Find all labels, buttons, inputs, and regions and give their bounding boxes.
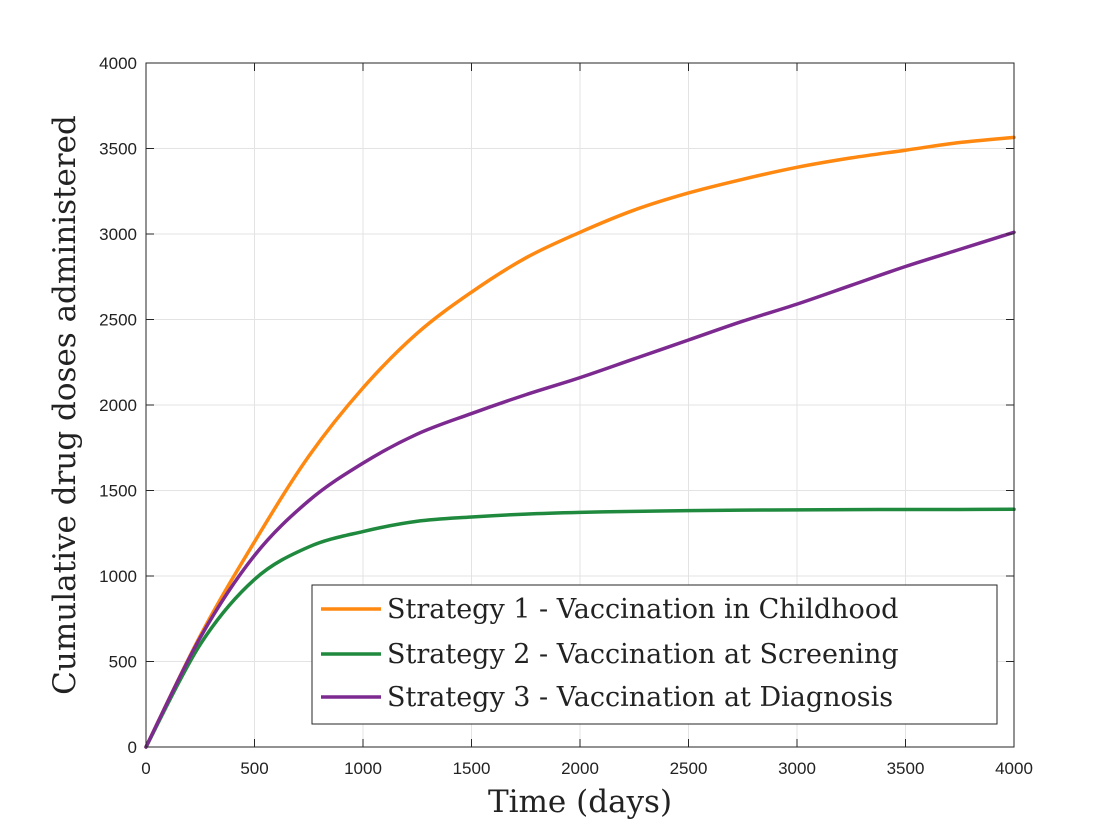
y-tick-label: 3500	[99, 140, 137, 159]
y-axis-title: Cumulative drug doses administered	[47, 115, 83, 695]
x-tick-label: 3000	[778, 759, 816, 778]
x-tick-label: 3500	[887, 759, 925, 778]
y-tick-label: 4000	[99, 54, 137, 73]
axis-ticks	[145, 62, 1015, 748]
series-lines	[144, 135, 1016, 749]
y-tick-label: 2500	[99, 311, 137, 330]
y-tick-label: 0	[128, 738, 137, 757]
series-line-strategy-2	[144, 507, 1016, 749]
series-line-strategy-1	[144, 135, 1016, 749]
legend-box	[311, 584, 998, 725]
x-tick-label: 0	[141, 759, 150, 778]
x-tick-label: 2500	[670, 759, 708, 778]
x-tick-label: 500	[240, 759, 268, 778]
y-tick-label: 1500	[99, 482, 137, 501]
x-tick-label: 4000	[995, 759, 1033, 778]
x-tick-label: 1500	[453, 759, 491, 778]
y-tick-labels: 0 500 1000 1500 2000 2500 3000 3500 4000	[99, 54, 137, 757]
y-tick-label: 500	[109, 653, 137, 672]
legend-label-strategy-3: Strategy 3 - Vaccination at Diagnosis	[387, 682, 893, 713]
y-tick-label: 2000	[99, 396, 137, 415]
x-tick-labels: 0 500 1000 1500 2000 2500 3000 3500 4000	[141, 759, 1033, 778]
legend-label-strategy-2: Strategy 2 - Vaccination at Screening	[387, 639, 899, 670]
legend: Strategy 1 - Vaccination in Childhood St…	[311, 584, 998, 725]
x-tick-label: 1000	[344, 759, 382, 778]
series-line-strategy-3	[144, 230, 1016, 749]
legend-label-strategy-1: Strategy 1 - Vaccination in Childhood	[387, 594, 898, 625]
x-tick-label: 2000	[561, 759, 599, 778]
y-tick-label: 3000	[99, 225, 137, 244]
x-axis-title: Time (days)	[488, 784, 672, 820]
y-tick-label: 1000	[99, 567, 137, 586]
